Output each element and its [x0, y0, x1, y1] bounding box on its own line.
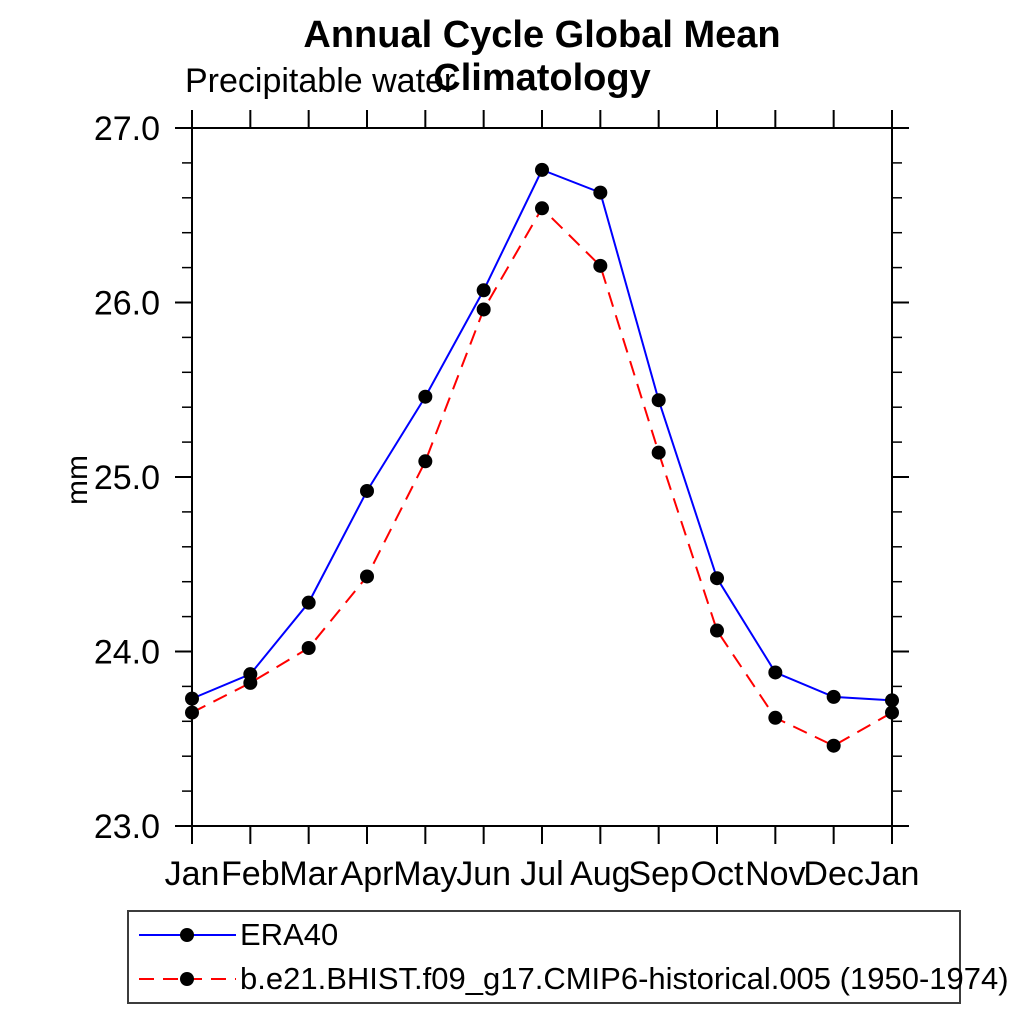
- legend: ERA40 b.e21.BHIST.f09_g17.CMIP6-historic…: [127, 910, 1009, 1004]
- svg-text:Apr: Apr: [341, 855, 394, 893]
- svg-text:Aug: Aug: [570, 855, 631, 893]
- chart-subtitle: Precipitable water: [185, 62, 456, 100]
- svg-text:May: May: [393, 855, 457, 893]
- svg-text:Jun: Jun: [456, 855, 511, 893]
- legend-item-model: b.e21.BHIST.f09_g17.CMIP6-historical.005…: [135, 958, 1009, 1000]
- model-line-swatch: [139, 971, 236, 986]
- svg-text:Mar: Mar: [279, 855, 338, 893]
- svg-text:Feb: Feb: [221, 855, 280, 893]
- svg-text:26.0: 26.0: [94, 285, 160, 323]
- svg-text:Nov: Nov: [745, 855, 805, 893]
- svg-text:Jan: Jan: [865, 855, 920, 893]
- svg-text:27.0: 27.0: [94, 110, 160, 148]
- svg-text:23.0: 23.0: [94, 808, 160, 846]
- legend-label-era40: ERA40: [240, 917, 339, 953]
- svg-text:Jul: Jul: [520, 855, 563, 893]
- chart-title: Annual Cycle Global Mean Climatology: [303, 14, 781, 99]
- svg-text:24.0: 24.0: [94, 634, 160, 672]
- svg-text:Dec: Dec: [803, 855, 863, 893]
- legend-item-era40: ERA40: [135, 914, 959, 956]
- svg-text:Jan: Jan: [165, 855, 220, 893]
- svg-text:Sep: Sep: [628, 855, 689, 893]
- svg-text:Oct: Oct: [691, 855, 744, 893]
- legend-label-model: b.e21.BHIST.f09_g17.CMIP6-historical.005…: [240, 960, 1009, 996]
- era40-line-swatch: [139, 928, 236, 943]
- svg-text:25.0: 25.0: [94, 459, 160, 497]
